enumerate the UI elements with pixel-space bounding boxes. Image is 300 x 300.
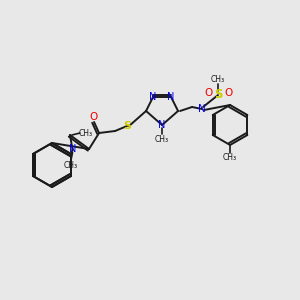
Text: N: N	[158, 120, 166, 130]
Text: S: S	[214, 88, 222, 101]
Text: CH₃: CH₃	[223, 154, 237, 163]
Text: N: N	[149, 92, 157, 102]
Text: O: O	[89, 112, 97, 122]
Text: CH₃: CH₃	[64, 161, 78, 170]
Text: CH₃: CH₃	[79, 128, 93, 137]
Text: N: N	[167, 92, 175, 102]
Text: CH₃: CH₃	[155, 134, 169, 143]
Text: S: S	[123, 121, 131, 131]
Text: CH₃: CH₃	[211, 74, 225, 83]
Text: N: N	[69, 145, 76, 154]
Text: O: O	[204, 88, 212, 98]
Text: N: N	[198, 104, 206, 114]
Text: O: O	[224, 88, 232, 98]
